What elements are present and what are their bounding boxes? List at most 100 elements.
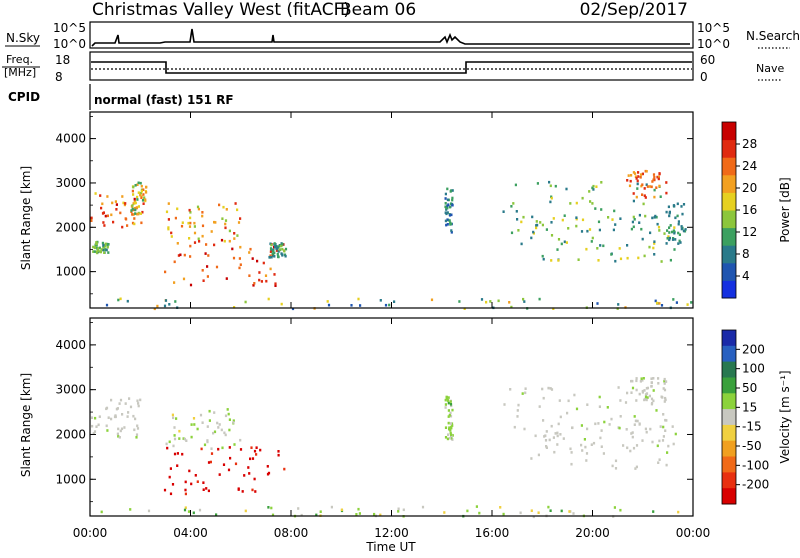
power-cell [444,219,447,223]
power-cell [220,238,224,242]
velocity-cell [136,399,139,403]
velocity-cell [192,417,196,420]
velocity-cell [270,506,273,510]
power-cell [218,203,221,207]
power-cell [673,231,676,235]
power-cell [274,282,277,285]
power-cell [653,242,656,245]
power-cell [142,202,145,205]
velocity-cell [672,442,675,446]
power-cell [590,240,593,243]
power-cell [193,221,196,225]
power-cell [556,248,559,251]
power-cell [177,254,180,257]
power-cell [281,253,284,256]
velocity-cell [631,431,634,434]
power-cell [249,247,252,251]
velocity-cell [444,398,447,402]
power-data-cells [90,169,693,311]
velocity-cell [542,396,545,400]
velocity-cell [650,377,653,380]
power-cell [619,257,623,261]
power-cell [201,224,205,228]
power-cell [535,220,538,223]
velocity-cell [178,437,181,440]
velocity-cell [449,400,452,403]
power-cell [681,212,684,216]
velocity-cell [129,508,132,511]
power-cell [668,236,671,240]
power-cell [463,307,466,310]
power-cell [536,182,539,185]
velocity-cell [449,429,452,432]
power-cell [131,204,134,207]
velocity-cell [664,418,667,422]
velocity-cell [277,453,280,457]
power-cell [595,185,598,188]
power-cell [671,230,674,234]
power-cell [97,247,100,250]
velocity-cell [635,399,638,402]
power-cell [446,198,449,202]
velocity-cell [643,389,646,392]
velocity-cell [212,431,215,435]
power-cell [105,248,108,252]
velocity-cell [137,402,140,405]
power-cell [497,299,500,303]
velocity-cell [139,398,142,402]
velocity-cell [646,386,649,390]
velocity-cell [105,424,108,428]
power-cell [131,221,135,225]
power-colorbar-tick-label: 12 [742,225,757,239]
velocity-cell [502,512,505,516]
power-cell [613,209,616,213]
velocity-cell [634,419,637,423]
power-cell [610,253,613,256]
power-cell [669,258,672,262]
freq-trace [91,61,692,74]
power-cell [653,176,656,179]
power-cell [274,284,277,287]
velocity-cell [575,407,579,411]
power-cell [267,297,270,301]
velocity-cell [207,489,210,493]
power-cell [110,213,113,217]
power-cell [650,185,653,189]
power-cell [135,212,139,216]
power-cell [640,227,643,231]
velocity-cell [446,437,449,441]
power-cell [95,242,98,245]
velocity-colorbar-tick-label: 50 [742,381,757,395]
power-cell [682,229,686,233]
power-cell [550,195,553,199]
velocity-cell [172,444,175,448]
velocity-cell [233,443,236,446]
velocity-cell [665,463,668,467]
power-cell [201,211,204,214]
velocity-cell [201,421,204,424]
power-cell [550,221,553,224]
power-cell [446,211,449,214]
velocity-cell [188,469,191,473]
velocity-cell [666,451,669,454]
power-cell [136,195,139,199]
power-cell [614,223,617,226]
power-cell [535,226,538,230]
power-cell [133,207,136,210]
power-cell [167,218,170,221]
velocity-cell [217,426,220,429]
velocity-cell [248,472,251,475]
power-cell [626,179,629,182]
velocity-cell [635,377,638,380]
power-cell [660,304,664,307]
power-cell [280,302,283,306]
velocity-cell [128,397,131,400]
velocity-cell [572,512,575,515]
velocity-data-cells [90,377,680,519]
velocity-cell [537,453,540,457]
power-cell [596,247,599,250]
velocity-cell [277,450,280,453]
velocity-cell [207,461,211,464]
velocity-cell [223,431,226,435]
velocity-ytick-label: 1000 [55,472,86,486]
